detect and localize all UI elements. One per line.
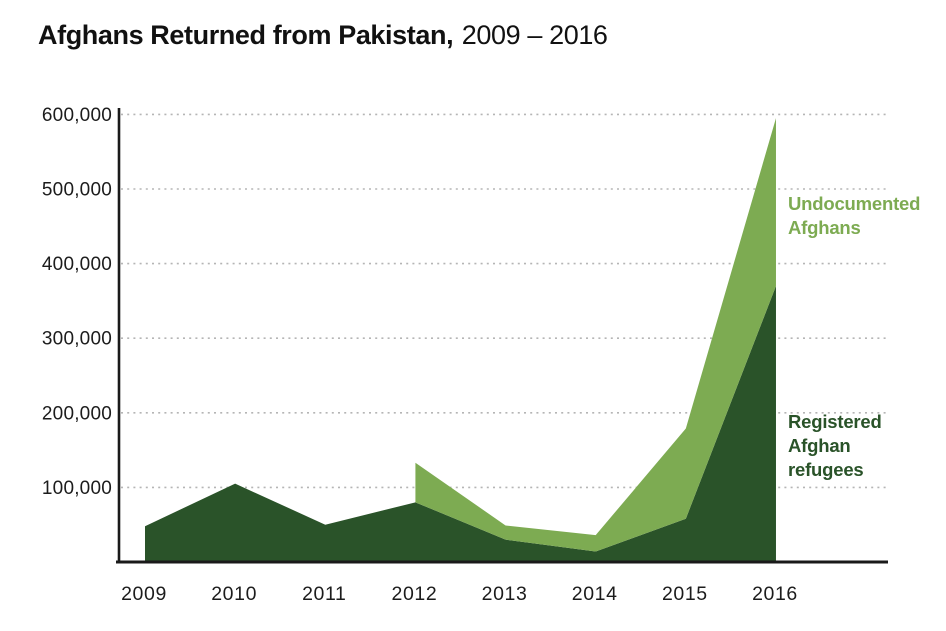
- x-axis-label-2010: 2010: [211, 583, 257, 605]
- x-axis-label-2015: 2015: [662, 583, 708, 605]
- area-registered-afghan-refugees: [145, 285, 776, 562]
- x-axis-label-2016: 2016: [752, 583, 798, 605]
- y-axis-tick-label-500000: 500,000: [42, 180, 112, 201]
- y-axis-tick-label-400000: 400,000: [42, 254, 112, 275]
- y-axis-tick-label-100000: 100,000: [42, 478, 112, 499]
- y-axis-tick-label-600000: 600,000: [42, 105, 112, 126]
- chart-title-period: 2009 – 2016: [461, 20, 608, 50]
- y-axis-tick-label-300000: 300,000: [42, 329, 112, 350]
- x-axis-label-2011: 2011: [302, 583, 346, 605]
- series-label-registered-afghan-refugees: Registered Afghan refugees: [788, 411, 882, 480]
- series-label-undocumented-afghans: Undocumented Afghans: [788, 193, 921, 238]
- x-axis-label-2012: 2012: [392, 583, 438, 605]
- chart-title: Afghans Returned from Pakistan, 2009 – 20…: [38, 20, 608, 51]
- area-undocumented-afghans: [415, 118, 776, 552]
- x-axis-label-2014: 2014: [572, 583, 618, 605]
- chart-title-main: Afghans Returned from Pakistan,: [38, 20, 454, 50]
- y-axis-tick-label-200000: 200,000: [42, 403, 112, 424]
- x-axis-label-2009: 2009: [121, 583, 167, 605]
- x-axis-label-2013: 2013: [482, 583, 528, 605]
